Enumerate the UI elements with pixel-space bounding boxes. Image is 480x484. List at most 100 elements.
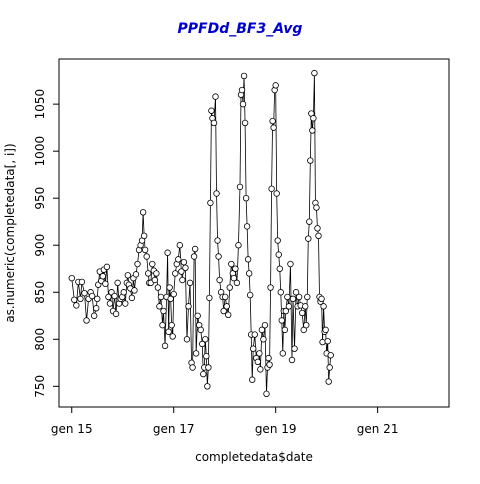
data-point [215, 253, 222, 260]
data-point [190, 253, 198, 260]
data-point [73, 302, 80, 309]
data-point [326, 364, 333, 371]
data-point [254, 358, 262, 366]
y-tick-label: 750 [33, 375, 47, 398]
data-point [220, 307, 227, 315]
data-point [149, 260, 156, 268]
data-point [295, 293, 303, 301]
data-point [172, 270, 179, 277]
data-point [183, 336, 191, 343]
y-axis: 750 800 850 900 950 1000 1050 [33, 89, 59, 398]
data-point [235, 242, 242, 249]
data-point [145, 270, 152, 277]
data-point [208, 107, 215, 114]
data-point [160, 307, 167, 315]
data-point [270, 124, 277, 131]
x-tick-label: gen 19 [255, 422, 297, 436]
data-point [277, 289, 284, 296]
data-point [159, 321, 166, 329]
data-point [233, 279, 241, 287]
data-point [298, 309, 306, 317]
data-point [68, 274, 75, 282]
data-point [216, 276, 223, 284]
data-point [246, 291, 254, 299]
data-point [225, 311, 232, 319]
data-point [94, 295, 101, 303]
data-point [242, 194, 250, 202]
data-point [269, 117, 276, 125]
data-point [226, 284, 233, 291]
data-point [241, 119, 249, 127]
data-point [251, 331, 258, 338]
data-point [154, 284, 162, 291]
data-point [128, 294, 136, 302]
data-point [315, 232, 322, 240]
data-point [236, 183, 244, 191]
data-point [206, 294, 213, 302]
data-point [278, 317, 285, 324]
data-point [223, 303, 230, 310]
data-point [170, 290, 177, 298]
data-point [167, 295, 174, 303]
data-point [175, 256, 182, 263]
data-point [182, 264, 189, 271]
data-point [274, 237, 281, 244]
data-point [186, 279, 194, 287]
data-point [166, 284, 173, 291]
series-layer [68, 69, 334, 398]
data-point [238, 86, 246, 94]
data-point [289, 295, 297, 303]
data-point [213, 190, 220, 197]
y-axis-label: as.numeric(completedata[, i]) [3, 143, 17, 322]
data-point [240, 72, 248, 80]
data-point [302, 303, 309, 310]
data-point [239, 100, 247, 108]
data-point [282, 307, 290, 315]
data-point [199, 340, 206, 348]
data-point [114, 279, 121, 287]
data-point [324, 337, 331, 345]
data-point [151, 276, 159, 284]
data-point [164, 249, 171, 256]
data-point [102, 280, 109, 287]
data-point [90, 312, 98, 319]
data-point [192, 350, 200, 357]
data-point [189, 364, 196, 371]
data-point [112, 310, 120, 318]
data-point [265, 354, 272, 362]
data-point [161, 342, 169, 350]
data-point [244, 256, 252, 263]
data-point [291, 345, 298, 352]
data-point [287, 260, 294, 268]
data-point [250, 345, 257, 352]
data-point [204, 383, 211, 390]
data-point [327, 352, 334, 359]
data-point [207, 199, 214, 207]
data-point [88, 292, 96, 300]
data-point [268, 185, 275, 192]
data-point [180, 258, 188, 266]
data-point [140, 232, 148, 240]
x-tick-label: gen 21 [357, 422, 399, 436]
data-point [221, 293, 229, 301]
data-point [318, 295, 325, 303]
data-point [320, 303, 327, 310]
data-point [153, 270, 160, 277]
data-point [143, 253, 150, 260]
data-point [168, 321, 175, 329]
data-point [288, 356, 296, 364]
x-tick-label: gen 17 [153, 422, 195, 436]
data-point [169, 333, 176, 340]
data-point [230, 274, 238, 282]
data-point [261, 321, 269, 329]
data-point [124, 272, 132, 279]
data-point [120, 289, 127, 296]
data-point [313, 204, 320, 211]
data-point [77, 295, 84, 303]
data-point [279, 350, 286, 357]
data-point [257, 366, 264, 373]
x-tick-label: gen 15 [51, 422, 93, 436]
data-point [200, 370, 207, 378]
data-point [141, 246, 149, 254]
